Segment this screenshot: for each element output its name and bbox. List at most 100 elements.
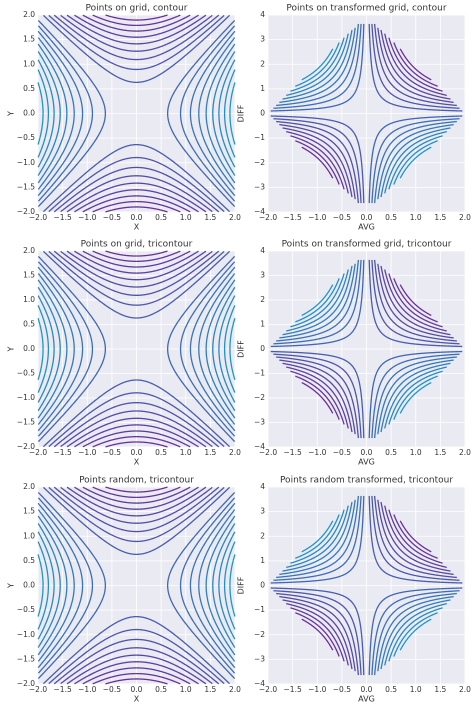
contour-line	[74, 250, 199, 274]
contour-line	[66, 14, 207, 45]
contour-line	[371, 23, 460, 109]
contour-line	[53, 14, 220, 61]
y-tick-label: −1.5	[17, 182, 35, 191]
contour-line	[276, 356, 360, 439]
contour-line	[53, 402, 220, 448]
contour-line	[377, 263, 454, 339]
contour-line	[286, 602, 349, 666]
contour-line	[92, 250, 181, 263]
contour-line	[37, 37, 75, 190]
contour-line	[279, 359, 356, 435]
contour-line	[380, 127, 451, 198]
y-tick-label: −1.5	[17, 418, 35, 427]
chart-title: Points random transformed, tricontour	[280, 476, 453, 486]
contour-line	[218, 295, 236, 403]
contour-line	[270, 350, 365, 439]
contour-line	[270, 23, 365, 112]
contour-line	[53, 638, 220, 685]
contour-line	[380, 599, 451, 670]
y-tick-label: −4	[254, 442, 265, 451]
contour-line	[368, 495, 463, 584]
contour-line	[273, 590, 362, 676]
contour-line	[37, 25, 94, 202]
y-tick-label: −3	[254, 418, 265, 427]
contour-line	[380, 265, 451, 336]
contour-line	[301, 146, 334, 179]
contour-line	[270, 495, 365, 584]
contour-line	[60, 175, 213, 213]
x-tick-label: 2.0	[229, 685, 241, 694]
y-tick-label: 0.5	[23, 556, 35, 565]
contour-line	[53, 166, 220, 213]
contour-line	[37, 295, 55, 403]
contour-line	[368, 23, 463, 112]
contour-line	[399, 520, 432, 553]
contour-line	[295, 375, 340, 420]
y-tick-label: 0.0	[23, 109, 35, 118]
y-tick-label: −4	[254, 679, 265, 688]
contour-line	[393, 42, 438, 87]
contour-line	[290, 607, 345, 662]
x-tick-label: 0.0	[361, 213, 373, 222]
contour-line	[295, 140, 340, 185]
contour-line	[279, 499, 356, 576]
contour-line	[371, 495, 460, 581]
contour-line	[74, 14, 199, 38]
contour-line	[276, 120, 360, 204]
y-tick-label: 3	[260, 35, 265, 44]
contour-line	[290, 135, 345, 190]
y-tick-label: 0	[260, 344, 265, 353]
contour-line	[301, 48, 334, 81]
contour-line	[282, 29, 353, 100]
contour-line	[229, 82, 236, 145]
contour-line	[37, 273, 75, 425]
contour-line	[371, 590, 460, 676]
contour-line	[37, 51, 61, 176]
x-tick-label: −0.5	[333, 448, 351, 457]
contour-line	[37, 515, 68, 656]
contour-line	[380, 501, 451, 572]
contour-line	[82, 486, 191, 504]
contour-line	[276, 259, 360, 342]
contour-line	[82, 667, 191, 685]
contour-line	[42, 486, 231, 555]
contour-line	[82, 430, 191, 448]
contour-line	[179, 497, 236, 674]
x-tick-label: −0.5	[103, 213, 121, 222]
chart-title: Points on grid, contour	[86, 4, 188, 14]
contour-line	[37, 82, 44, 145]
contour-line	[388, 135, 443, 190]
contour-line	[223, 69, 236, 158]
y-tick-label: 4	[260, 10, 265, 19]
contour-line	[273, 259, 362, 345]
x-tick-label: −1.5	[284, 448, 302, 457]
x-tick-label: 1.5	[434, 685, 446, 694]
y-tick-label: −0.5	[17, 133, 35, 142]
y-tick-label: −2.0	[17, 442, 35, 451]
contour-line	[60, 486, 213, 524]
y-tick-label: 0	[260, 581, 265, 590]
contour-line	[37, 255, 106, 443]
y-tick-label: 1.5	[23, 35, 35, 44]
contour-line	[393, 612, 438, 657]
contour-line	[167, 491, 236, 680]
contour-line	[286, 366, 349, 429]
x-tick-label: −1.5	[54, 685, 72, 694]
x-tick-label: 1.0	[410, 213, 422, 222]
contour-line	[223, 305, 236, 393]
y-tick-label: −2.0	[17, 679, 35, 688]
x-axis-label: AVG	[358, 223, 375, 232]
y-tick-label: 0.5	[23, 84, 35, 93]
contour-line	[377, 27, 454, 104]
contour-line	[399, 381, 432, 414]
x-axis-label: X	[134, 458, 140, 467]
x-tick-label: 1.5	[434, 213, 446, 222]
contour-line	[37, 286, 61, 412]
contour-line	[37, 491, 106, 680]
contour-line	[37, 279, 68, 419]
contour-line	[393, 140, 438, 185]
x-tick-label: −1.0	[78, 448, 96, 457]
x-tick-label: 0.5	[385, 213, 397, 222]
x-axis-label: AVG	[358, 695, 375, 704]
y-tick-label: −1	[254, 133, 265, 142]
